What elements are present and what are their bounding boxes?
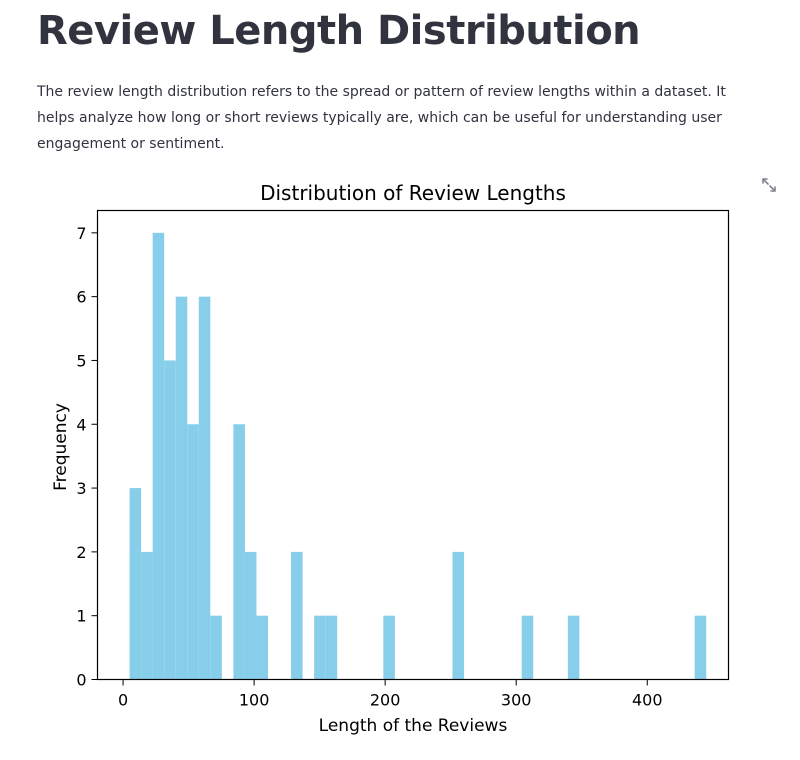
x-axis-label: Length of the Reviews	[319, 716, 508, 736]
histogram-bar	[129, 488, 142, 680]
x-axis: 0 100 200 300 400	[118, 679, 663, 710]
page-description: The review length distribution refers to…	[37, 84, 726, 152]
y-axis-label: Frequency	[51, 403, 71, 491]
histogram-bar	[164, 360, 176, 680]
histogram-bar	[567, 615, 580, 680]
x-tick-label: 100	[239, 691, 270, 710]
histogram-bar	[256, 615, 268, 680]
histogram-bar	[198, 296, 211, 680]
chart-title: Distribution of Review Lengths	[260, 181, 566, 205]
x-tick-label: 0	[118, 691, 128, 710]
fullscreen-expand-icon[interactable]	[760, 176, 778, 194]
histogram-bar	[175, 296, 188, 680]
histogram-bar	[452, 551, 465, 680]
y-tick-label: 7	[76, 224, 86, 243]
y-tick-label: 0	[76, 671, 86, 690]
histogram-bar	[187, 424, 199, 680]
y-tick-label: 1	[76, 607, 86, 626]
histogram-bar	[210, 615, 222, 680]
histogram-bar	[291, 551, 303, 680]
y-tick-label: 3	[76, 479, 86, 498]
y-tick-label: 5	[76, 351, 86, 370]
plot-frame	[96, 209, 730, 681]
y-tick-label: 2	[76, 543, 86, 562]
y-axis: 0 1 2 3 4 5 6 7	[76, 224, 98, 690]
histogram-bar	[314, 615, 326, 680]
y-tick-label: 4	[76, 415, 86, 434]
histogram-bar	[233, 424, 245, 680]
histogram-bar	[521, 615, 534, 680]
histogram-bar	[141, 551, 153, 680]
histogram-bar	[383, 615, 395, 680]
histogram-chart: Distribution of Review Lengths 0 100 200 30…	[51, 181, 730, 736]
bars-layer	[129, 232, 707, 680]
x-tick-label: 200	[370, 691, 401, 710]
histogram-bar	[694, 615, 707, 680]
histogram-bar	[325, 615, 338, 680]
x-tick-label: 300	[501, 691, 532, 710]
y-tick-label: 6	[76, 288, 86, 307]
page-title: Review Length Distribution	[37, 8, 641, 54]
x-tick-label: 400	[632, 691, 663, 710]
histogram-bar	[244, 551, 257, 680]
histogram-bar	[152, 232, 165, 680]
